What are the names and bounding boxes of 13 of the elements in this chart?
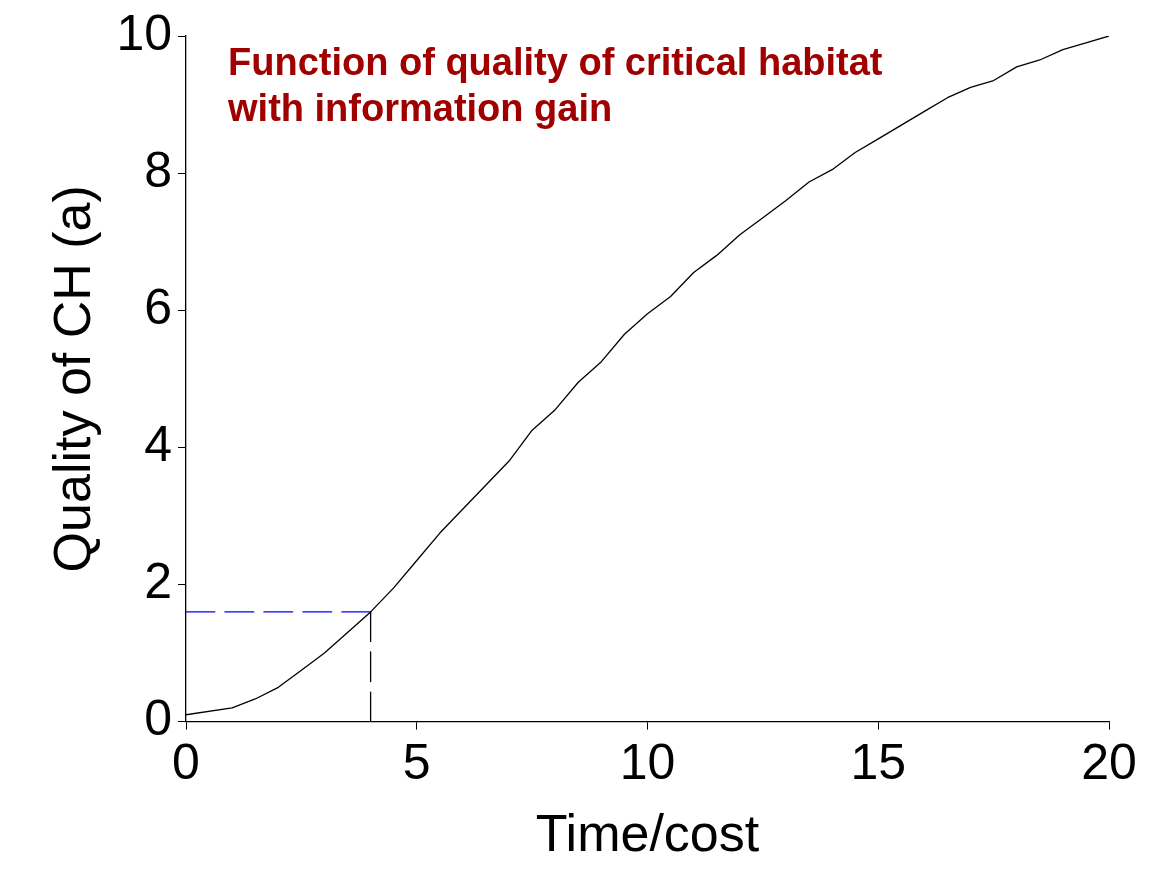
y-tick-label: 2: [144, 553, 173, 610]
x-tick-label: 5: [402, 734, 431, 791]
annotation: Function of quality of critical habitat with information gain: [227, 41, 883, 130]
y-axis-title: Quality of CH (a): [42, 185, 101, 573]
y-tick-label: 4: [144, 416, 173, 473]
y-tick-label: 8: [144, 141, 173, 198]
x-axis-title: Time/cost: [535, 804, 760, 863]
y-tick-label: 6: [144, 279, 173, 336]
y-tick-label: 0: [144, 690, 173, 747]
x-tick-label: 15: [850, 734, 907, 791]
y-tick-label: 10: [116, 4, 173, 61]
x-tick-label: 10: [619, 734, 676, 791]
x-tick-label: 20: [1081, 734, 1137, 791]
